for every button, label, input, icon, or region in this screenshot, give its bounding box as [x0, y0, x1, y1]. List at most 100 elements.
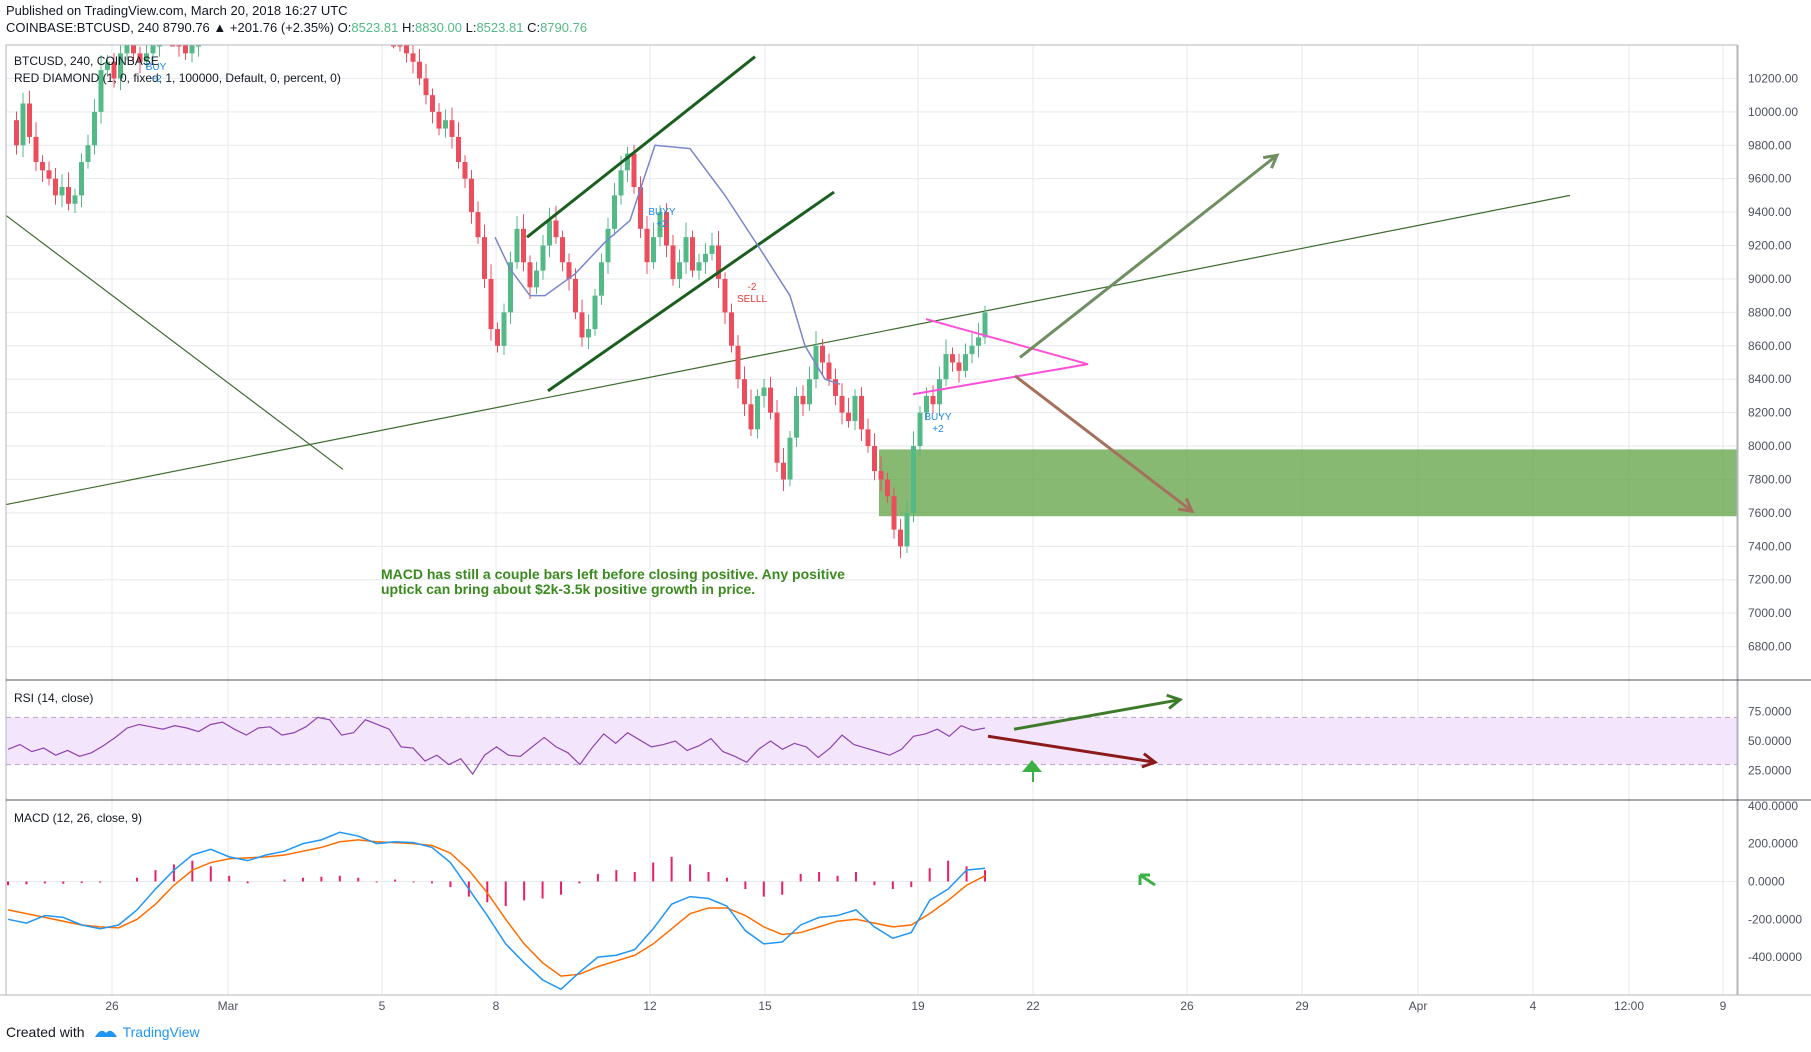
candle-body: [521, 228, 526, 263]
candle-body: [781, 462, 786, 480]
candle-body: [482, 237, 487, 279]
macd-legend: MACD (12, 26, close, 9): [14, 811, 142, 825]
candle-body: [443, 120, 448, 129]
candle-body: [72, 195, 78, 204]
candle-body: [872, 446, 877, 472]
candle-body: [27, 103, 32, 137]
candle-body: [456, 136, 461, 162]
candle-body: [852, 395, 858, 421]
published-line: Published on TradingView.com, March 20, …: [6, 3, 348, 18]
candle-body: [839, 395, 845, 413]
price-tick-label: 9600.00: [1748, 172, 1792, 186]
candle-body: [423, 78, 429, 96]
analysis-note: MACD has still a couple bars left before…: [381, 566, 845, 597]
price-tick-label: 7600.00: [1748, 506, 1792, 520]
chart-frame: [5, 44, 1738, 996]
candle-body: [716, 245, 721, 279]
candle-body: [937, 379, 942, 405]
bullish-forecast-arrow: [1019, 154, 1278, 359]
candle-body: [189, 45, 195, 54]
envelope-line: [494, 144, 841, 385]
candles: [14, 45, 988, 559]
candle-body: [846, 412, 851, 421]
candle-body: [566, 262, 572, 279]
macd-pane: 400.0000 200.0000 0.0000 -200.0000 -400.0000: [6, 799, 1802, 991]
candle-body: [924, 395, 929, 413]
candle-body: [911, 446, 916, 513]
price-tick-label: 8600.00: [1748, 339, 1792, 353]
channel-upper-line: [526, 55, 756, 239]
trend-line: [5, 214, 344, 470]
signal-label: -2: [748, 282, 757, 293]
trend-line: [5, 194, 1571, 506]
tradingview-brand[interactable]: TradingView: [93, 1024, 200, 1040]
channel-lower-line: [547, 190, 835, 393]
signal-label: BUY: [146, 62, 167, 73]
price-tick-label: 8400.00: [1748, 372, 1792, 386]
x-tick-label: 26: [1180, 999, 1194, 1013]
candle-body: [664, 212, 669, 246]
candle-body: [703, 253, 708, 263]
rsi-down-arrow-head: [1141, 752, 1159, 769]
high-label: H:: [401, 20, 415, 35]
candle-body: [670, 245, 676, 279]
candle-body: [618, 170, 624, 196]
candle-body: [586, 329, 591, 338]
candle-body: [436, 111, 442, 129]
candle-body: [768, 387, 773, 413]
candle-body: [644, 228, 650, 263]
candle-body: [33, 136, 39, 162]
candle-body: [131, 45, 136, 54]
candle-body: [98, 70, 104, 112]
created-with-label: Created with: [6, 1024, 85, 1040]
candle-body: [599, 262, 604, 296]
candle-body: [742, 379, 747, 405]
candle-body: [826, 362, 832, 380]
candle-body: [820, 345, 825, 363]
candle-body: [410, 53, 416, 62]
candle-body: [560, 237, 565, 263]
candle-body: [150, 45, 156, 54]
candle-body: [865, 429, 871, 447]
footer: Created with TradingView: [6, 1024, 200, 1040]
candle-body: [605, 228, 611, 263]
candle-body: [508, 262, 513, 313]
candle-body: [729, 312, 734, 346]
candle-body: [495, 329, 500, 346]
low-label: L:: [465, 20, 477, 35]
candle-body: [956, 362, 962, 371]
pattern-drawings: [494, 55, 1280, 514]
triangle-upper-line: [925, 318, 1089, 366]
candle-body: [157, 45, 162, 47]
signal-sublabel: SELLL: [737, 294, 767, 305]
candle-body: [118, 53, 123, 79]
price-tick-label: 7800.00: [1748, 472, 1792, 486]
candle-body: [891, 496, 897, 530]
candle-body: [144, 53, 149, 62]
candle-body: [976, 337, 981, 346]
price-tick-label: 7200.00: [1748, 573, 1792, 587]
support-zone-rect: [879, 449, 1737, 517]
macd-line: [7, 831, 986, 991]
x-tick-label: 5: [379, 999, 386, 1013]
candle-body: [553, 220, 559, 238]
candle-body: [592, 295, 598, 330]
candle-body: [534, 270, 539, 288]
candle-body: [14, 120, 19, 146]
x-tick-label: Mar: [218, 999, 239, 1013]
candle-body: [787, 437, 793, 480]
x-tick-label: 15: [758, 999, 772, 1013]
candle-body: [612, 195, 617, 229]
macd-tick-label: -400.0000: [1748, 950, 1802, 964]
candle-body: [761, 387, 767, 396]
candle-body: [833, 379, 838, 396]
candle-body: [59, 187, 65, 196]
candle-body: [79, 161, 84, 196]
candle-body: [950, 354, 955, 363]
candle-body: [92, 111, 97, 146]
candle-body: [631, 153, 637, 188]
candle-body: [527, 262, 533, 288]
candle-body: [183, 45, 188, 54]
candle-body: [20, 103, 26, 146]
